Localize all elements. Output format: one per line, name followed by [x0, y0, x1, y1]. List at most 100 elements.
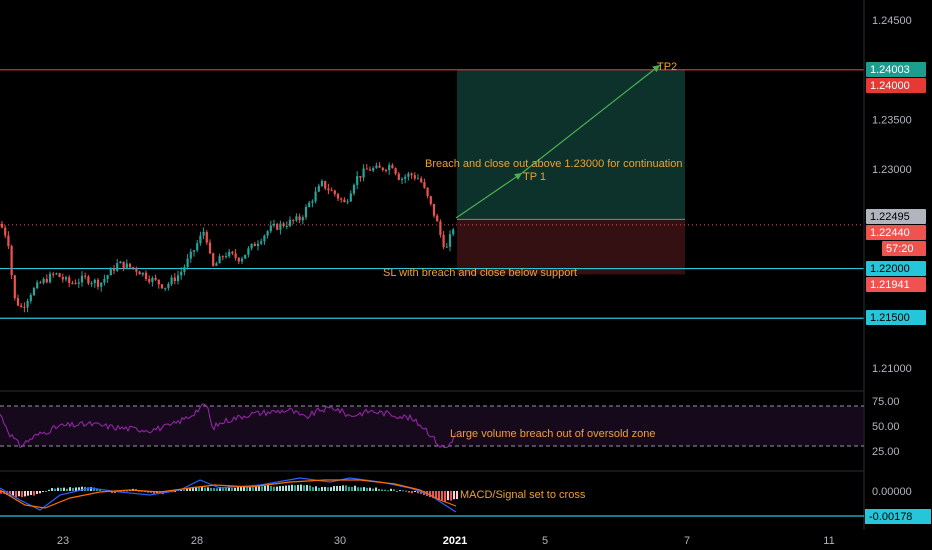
candle — [39, 280, 42, 284]
time-axis[interactable]: 23 28 30 2021 5 7 11 — [57, 535, 835, 547]
price-tag: 1.21941 — [866, 277, 926, 292]
candle — [410, 172, 413, 180]
macd-bar — [312, 487, 314, 491]
macd-bar — [324, 486, 326, 491]
candle — [186, 254, 189, 270]
candle — [256, 240, 260, 251]
candle — [420, 176, 423, 184]
svg-text:1.22495: 1.22495 — [870, 211, 910, 223]
svg-text:1.21941: 1.21941 — [870, 279, 910, 291]
candle — [16, 294, 20, 307]
time-tick-label: 28 — [191, 535, 203, 547]
candle — [42, 277, 45, 285]
candle — [349, 190, 352, 202]
macd-bar — [219, 486, 221, 491]
macd-bar — [57, 487, 59, 491]
candle — [116, 258, 119, 272]
candle — [340, 197, 343, 203]
candle — [135, 266, 138, 276]
candle — [128, 263, 132, 269]
candle — [404, 174, 407, 184]
macd-bar — [201, 486, 203, 491]
macd-bar — [360, 487, 362, 491]
macd-bar — [21, 491, 23, 498]
candle — [36, 280, 39, 290]
candle — [125, 259, 128, 270]
candle — [138, 270, 141, 275]
macd-bar — [369, 487, 371, 491]
candle — [218, 253, 221, 264]
candle — [263, 234, 266, 245]
candle — [436, 214, 439, 222]
macd-bar — [153, 491, 155, 494]
candle — [375, 162, 378, 169]
candle — [400, 177, 404, 184]
candle — [106, 274, 109, 283]
macd-bar — [30, 491, 32, 496]
candle — [192, 249, 196, 257]
time-tick-label: 30 — [334, 535, 346, 547]
tp1-label: TP 1 — [523, 171, 546, 183]
candle — [148, 275, 151, 285]
candle — [391, 163, 394, 169]
macd-bar — [186, 488, 188, 491]
candle — [314, 186, 317, 204]
macd-bar — [318, 487, 320, 491]
macd-bar — [294, 485, 296, 491]
macd-bar — [15, 491, 17, 498]
price-tags: 1.24003 1.24000 1.22495 1.22440 57:20 1.22000… — [866, 62, 926, 325]
candle — [84, 272, 87, 280]
candle — [276, 222, 279, 231]
horizontal-levels — [0, 69, 864, 319]
macd-bar — [414, 491, 416, 492]
macd-bar — [327, 487, 329, 491]
macd-bar — [342, 485, 344, 491]
candle — [0, 221, 4, 229]
candle — [356, 171, 359, 190]
candle — [74, 279, 77, 285]
candle — [189, 248, 192, 263]
macd-bar — [123, 490, 125, 492]
macd-bar — [309, 485, 311, 491]
macd-bar — [315, 486, 317, 491]
macd-bar — [330, 487, 332, 491]
candle — [199, 231, 202, 246]
macd-bar — [405, 490, 407, 492]
candle — [164, 287, 167, 292]
macd-bar — [357, 487, 359, 491]
candle — [119, 260, 122, 264]
candle — [144, 270, 148, 282]
macd-bar — [54, 488, 56, 491]
candle — [439, 219, 442, 238]
stop-loss-annotation: SL with breach and close below support — [383, 267, 577, 279]
macd-bar — [336, 486, 338, 491]
macd-bar — [402, 490, 404, 492]
macd-bar — [36, 491, 38, 495]
candle — [132, 266, 135, 270]
candle — [397, 172, 400, 181]
candle — [333, 189, 336, 197]
candle — [48, 271, 52, 284]
candle — [202, 227, 205, 240]
candle — [311, 199, 314, 208]
macd-bar — [243, 486, 245, 491]
macd-bar — [438, 491, 440, 500]
candle — [64, 275, 68, 282]
candle — [295, 213, 298, 223]
candle — [317, 183, 320, 193]
candle — [324, 180, 327, 191]
candle — [272, 219, 276, 228]
candle — [304, 204, 308, 220]
macd-bar — [234, 487, 236, 491]
candle — [183, 264, 186, 276]
macd-tick-label: 0.00000 — [872, 486, 912, 498]
macd-bar — [348, 486, 350, 491]
macd-bar — [81, 486, 83, 491]
macd-bar — [255, 486, 257, 491]
candle — [151, 276, 154, 287]
candle — [173, 273, 176, 285]
candle — [160, 283, 164, 290]
macd-bar — [192, 486, 194, 491]
macd-bar — [429, 491, 431, 498]
